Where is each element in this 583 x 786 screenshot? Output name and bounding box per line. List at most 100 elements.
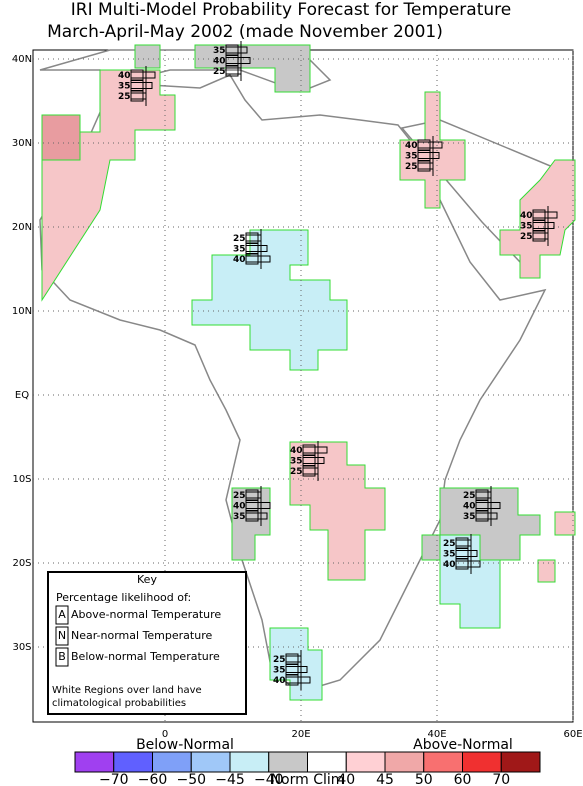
probability-bar	[285, 666, 308, 673]
colorbar-cell	[384, 751, 425, 773]
probability: 40	[443, 560, 456, 570]
map	[39, 44, 576, 701]
colorbar-cell	[268, 751, 308, 773]
key-items: A Above-normal Temperature N Near-normal Te…	[55, 605, 221, 667]
key-note: climatological probabilities	[52, 698, 186, 709]
key-text: Below-normal Temperature	[71, 650, 220, 663]
probability: 35	[463, 512, 476, 522]
lat-label: 10S	[12, 474, 31, 485]
colorbar-label: −40	[254, 772, 284, 786]
probability-bar	[130, 71, 156, 79]
lon-label: 40E	[427, 729, 446, 740]
probability: 35	[405, 152, 418, 162]
colorbar-label: 50	[415, 772, 433, 786]
key-letter: B	[58, 650, 66, 663]
probability-bar	[455, 560, 481, 568]
region-above	[554, 511, 576, 536]
probability: 25	[213, 67, 226, 77]
colorbar-label: 60	[454, 772, 472, 786]
colorbar-label: −45	[215, 772, 245, 786]
key-letter-box	[55, 626, 69, 646]
colorbar-cell	[462, 751, 502, 773]
lon-label: 60E	[563, 729, 582, 740]
region-above	[537, 559, 556, 583]
colorbar-cell	[423, 751, 463, 773]
probability: 25	[463, 491, 476, 501]
probability: 40	[463, 502, 476, 512]
key-text: Above-normal Temperature	[71, 608, 221, 621]
lon-label: 20E	[291, 729, 310, 740]
lon-label: 0	[162, 729, 168, 740]
key-note: White Regions over land have	[52, 685, 202, 696]
probability-bar	[225, 57, 251, 64]
probability-bar	[130, 82, 153, 89]
probability-bar	[532, 211, 558, 219]
probability-bar	[245, 245, 268, 252]
probability: 40	[405, 141, 418, 151]
probability: 40	[273, 676, 286, 686]
colorbar-label: Norm Clim	[271, 772, 345, 786]
colorbar-label: −60	[138, 772, 168, 786]
probability: 40	[520, 211, 533, 221]
probability: 35	[118, 82, 131, 92]
colorbar-cell	[345, 751, 386, 773]
key-letter: N	[58, 629, 66, 642]
colorbar-label: 70	[492, 772, 510, 786]
probability: 35	[290, 457, 303, 467]
lat-label: 20N	[12, 222, 32, 233]
lat-label: 40N	[12, 54, 32, 65]
probability: 25	[233, 234, 246, 244]
probability: 35	[233, 512, 246, 522]
colorbar-label: −50	[176, 772, 206, 786]
probability: 25	[290, 467, 303, 477]
probability: 35	[273, 666, 286, 676]
probability-bar	[475, 512, 498, 520]
key-letter: A	[58, 608, 66, 621]
region-above	[499, 159, 576, 279]
probability-bar	[285, 676, 311, 684]
region-below	[439, 534, 501, 629]
key-box	[47, 571, 247, 715]
above-label: Above-Normal	[413, 737, 513, 753]
lat-label: 30N	[12, 138, 32, 149]
probability-bar	[302, 457, 325, 464]
probability-bar	[302, 446, 328, 454]
probability: 25	[520, 232, 533, 242]
forecast-glyphs: 4035253540254035254035252535404035252540…	[118, 41, 558, 690]
title-line: IRI Multi-Model Probability Forecast for…	[71, 0, 511, 20]
probability: 25	[233, 491, 246, 501]
probability: 25	[443, 539, 456, 549]
probability: 35	[213, 46, 226, 56]
colorbar-cell	[229, 751, 270, 773]
probability-bar	[417, 152, 440, 159]
colorbar-label: 40	[337, 772, 355, 786]
colorbar-cell	[74, 751, 115, 773]
probability: 35	[233, 245, 246, 255]
probability-bar	[417, 141, 443, 149]
probability-bar	[475, 502, 501, 509]
probability: 40	[118, 71, 131, 81]
region-above	[41, 114, 81, 161]
colorbar-cell	[307, 751, 347, 773]
key-subtitle: Percentage likelihood of:	[56, 591, 191, 604]
probability: 40	[233, 502, 246, 512]
probability-bar	[225, 46, 248, 54]
lat-label: 20S	[12, 558, 31, 569]
colorbar-cell	[113, 751, 153, 773]
colorbar-cell	[190, 751, 231, 773]
region-clim	[134, 44, 161, 69]
probability: 40	[213, 57, 226, 67]
probability: 40	[233, 255, 246, 265]
lat-label: EQ	[15, 390, 29, 401]
probability: 25	[118, 92, 131, 102]
key-letter-box	[55, 605, 69, 625]
probability: 35	[520, 222, 533, 232]
key-text: Near-normal Temperature	[71, 629, 212, 642]
probability-bar	[532, 222, 555, 229]
key-title: Key	[137, 573, 157, 586]
lat-label: 30S	[12, 642, 31, 653]
colorbar-label: −70	[99, 772, 129, 786]
